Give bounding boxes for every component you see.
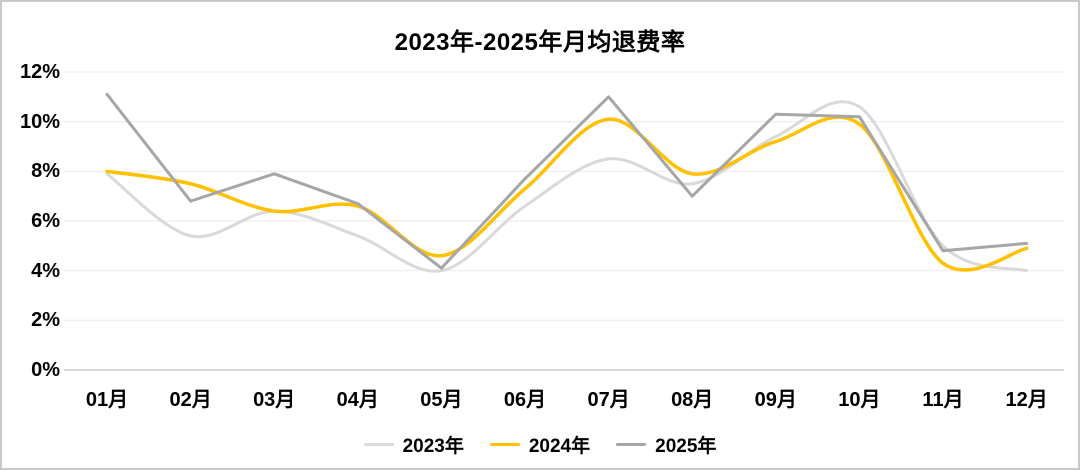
x-tick-label: 09月	[754, 389, 797, 411]
legend-label: 2025年	[655, 436, 717, 457]
legend-label: 2023年	[402, 436, 464, 457]
y-tick-label: 10%	[19, 110, 60, 133]
x-tick-label: 08月	[671, 389, 714, 411]
legend-line-swatch	[616, 443, 647, 446]
legend-item-2023年: 2023年	[363, 431, 464, 458]
y-tick-label: 0%	[31, 359, 60, 381]
legend-item-2024年: 2024年	[489, 431, 591, 458]
x-tick-label: 05月	[420, 389, 463, 411]
legend-item-2025年: 2025年	[616, 431, 716, 458]
y-tick-label: 12%	[19, 61, 60, 83]
y-tick-label: 6%	[31, 210, 60, 232]
x-tick-label: 03月	[253, 389, 296, 411]
legend-line-swatch	[489, 443, 520, 446]
x-tick-label: 12月	[1005, 389, 1048, 411]
y-tick-label: 8%	[31, 160, 60, 183]
y-tick-label: 4%	[31, 259, 60, 282]
legend-label: 2024年	[528, 436, 591, 457]
y-tick-label: 2%	[31, 309, 60, 332]
x-tick-label: 06月	[503, 389, 547, 411]
x-tick-label: 02月	[169, 389, 212, 411]
series-line-2025年	[105, 92, 1029, 270]
chart-legend: 2023年 2024年 2025年	[2, 431, 1078, 458]
series-line-2023年	[105, 100, 1029, 273]
x-tick-label: 11月	[922, 389, 964, 411]
x-tick-label: 04月	[336, 389, 379, 411]
x-tick-label: 01月	[85, 389, 129, 411]
chart-title: 2023年-2025年月均退费率	[394, 29, 686, 56]
legend-line-swatch	[363, 443, 394, 446]
series-line-2024年	[105, 115, 1029, 272]
x-tick-label: 07月	[587, 389, 630, 411]
x-tick-label: 10月	[838, 389, 881, 411]
